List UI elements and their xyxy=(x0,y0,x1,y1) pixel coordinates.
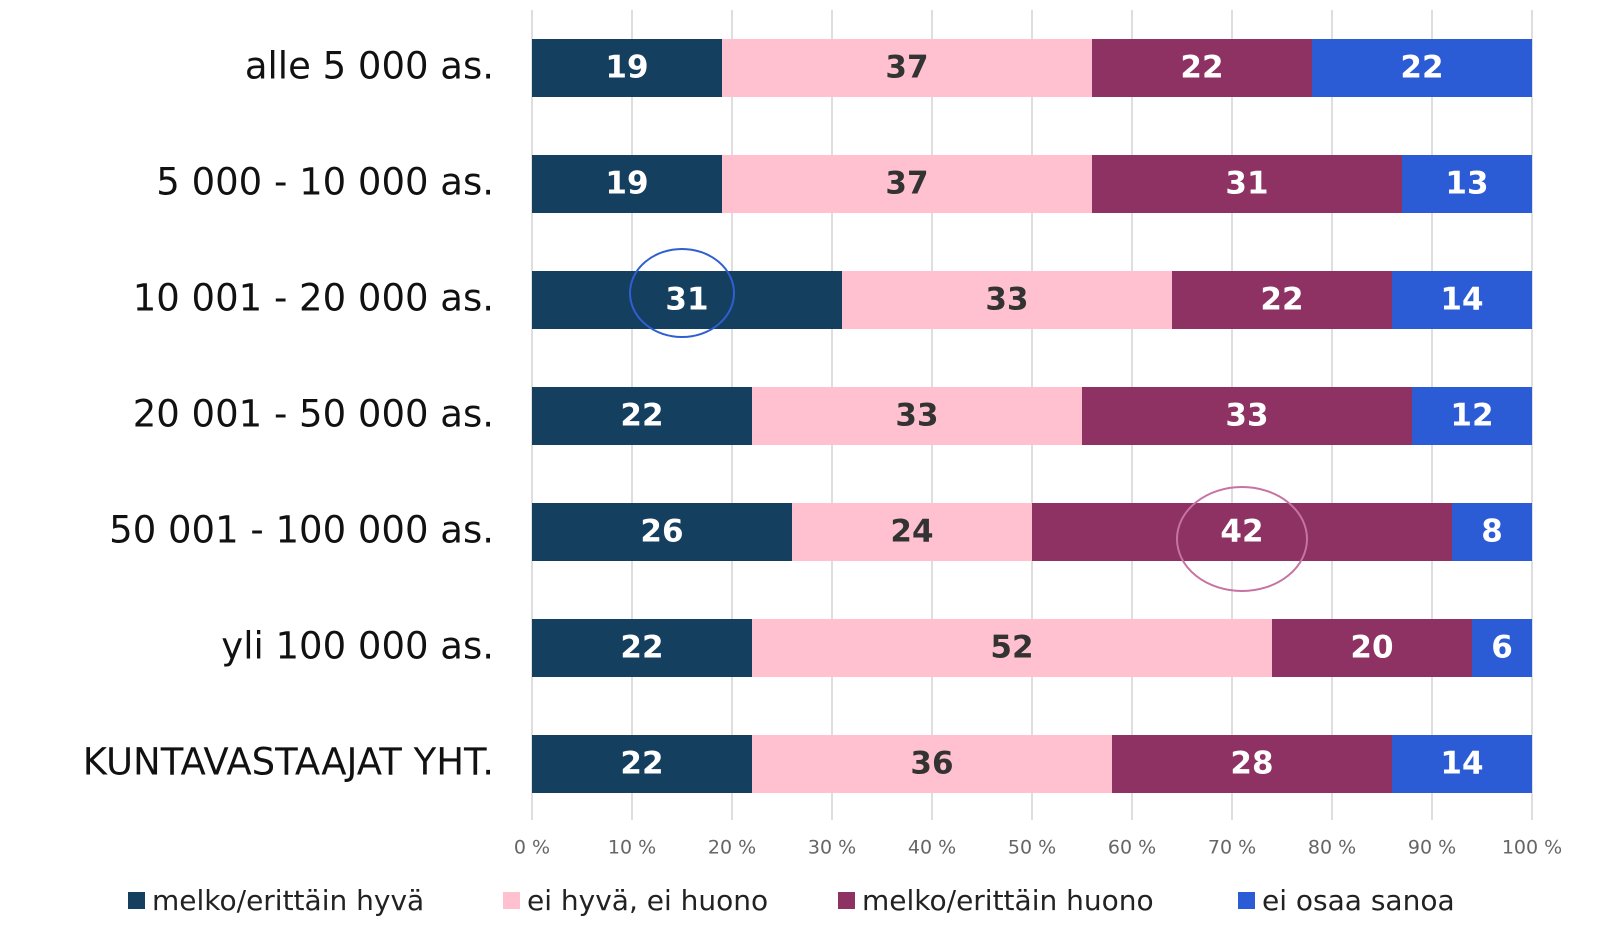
data-label: 42 xyxy=(1220,514,1263,550)
x-tick-label: 40 % xyxy=(908,837,956,859)
highlight-circle xyxy=(629,248,735,338)
bar-segment xyxy=(1092,155,1402,213)
data-label: 33 xyxy=(985,282,1028,318)
bar-segment xyxy=(1312,39,1532,97)
data-label: 26 xyxy=(640,514,683,550)
legend-swatch xyxy=(128,892,145,909)
x-tick-label: 60 % xyxy=(1108,837,1156,859)
data-label: 22 xyxy=(620,746,663,782)
data-label: 36 xyxy=(910,746,953,782)
bar-segment xyxy=(532,503,792,561)
bar-segment xyxy=(532,387,752,445)
bar-segment xyxy=(1082,387,1412,445)
data-label: 19 xyxy=(605,166,648,202)
data-label: 22 xyxy=(620,398,663,434)
data-label: 31 xyxy=(665,282,708,318)
x-tick-label: 20 % xyxy=(708,837,756,859)
x-tick-label: 80 % xyxy=(1308,837,1356,859)
x-tick-label: 10 % xyxy=(608,837,656,859)
data-label: 52 xyxy=(990,630,1033,666)
data-label: 13 xyxy=(1445,166,1488,202)
x-tick-label: 0 % xyxy=(514,837,550,859)
bar-segment xyxy=(752,619,1272,677)
data-label: 33 xyxy=(1225,398,1268,434)
data-label: 19 xyxy=(605,50,648,86)
legend-label: ei hyvä, ei huono xyxy=(527,884,768,917)
data-label: 22 xyxy=(620,630,663,666)
bar-segment xyxy=(1172,271,1392,329)
data-label: 24 xyxy=(890,514,933,550)
data-label: 6 xyxy=(1491,630,1513,666)
category-label: KUNTAVASTAAJAT YHT. xyxy=(83,741,494,784)
data-label: 22 xyxy=(1180,50,1223,86)
data-label: 31 xyxy=(1225,166,1268,202)
category-label: 5 000 - 10 000 as. xyxy=(156,161,494,204)
bar-segment xyxy=(1472,619,1532,677)
legend-label: melko/erittäin huono xyxy=(862,884,1154,917)
bar-segment xyxy=(1452,503,1532,561)
bar-segment xyxy=(1412,387,1532,445)
highlight-circle xyxy=(1176,486,1308,592)
bar-segment xyxy=(1392,735,1532,793)
bars xyxy=(532,39,1532,793)
bar-segment xyxy=(722,155,1092,213)
bar-segment xyxy=(722,39,1092,97)
category-label: 50 001 - 100 000 as. xyxy=(109,509,494,552)
bar-segment xyxy=(532,271,842,329)
x-tick-label: 30 % xyxy=(808,837,856,859)
bar-segment xyxy=(532,155,722,213)
data-label: 8 xyxy=(1481,514,1503,550)
data-label: 14 xyxy=(1440,746,1483,782)
data-label: 22 xyxy=(1260,282,1303,318)
legend-swatch xyxy=(1238,892,1255,909)
legend-swatch xyxy=(503,892,520,909)
bar-segment xyxy=(532,39,722,97)
bar-segment xyxy=(1402,155,1532,213)
category-label: 10 001 - 20 000 as. xyxy=(133,277,494,320)
bar-segment xyxy=(752,735,1112,793)
data-label: 20 xyxy=(1350,630,1393,666)
bar-segment xyxy=(842,271,1172,329)
category-label: alle 5 000 as. xyxy=(245,45,494,88)
category-label: yli 100 000 as. xyxy=(221,625,494,668)
bar-segment xyxy=(1092,39,1312,97)
legend-label: melko/erittäin hyvä xyxy=(152,884,424,917)
legend-label: ei osaa sanoa xyxy=(1262,884,1455,917)
data-label: 33 xyxy=(895,398,938,434)
bar-segment xyxy=(752,387,1082,445)
bar-segment xyxy=(1112,735,1392,793)
data-label: 37 xyxy=(885,166,928,202)
data-label: 37 xyxy=(885,50,928,86)
bar-segment xyxy=(1032,503,1452,561)
data-label: 14 xyxy=(1440,282,1483,318)
bar-segment xyxy=(1272,619,1472,677)
legend-swatch xyxy=(838,892,855,909)
category-label: 20 001 - 50 000 as. xyxy=(133,393,494,436)
data-label: 22 xyxy=(1400,50,1443,86)
x-tick-label: 100 % xyxy=(1502,837,1562,859)
x-tick-label: 50 % xyxy=(1008,837,1056,859)
bar-segment xyxy=(792,503,1032,561)
bar-segment xyxy=(1392,271,1532,329)
x-tick-label: 70 % xyxy=(1208,837,1256,859)
data-label: 12 xyxy=(1450,398,1493,434)
bar-segment xyxy=(532,619,752,677)
data-label: 28 xyxy=(1230,746,1273,782)
x-tick-label: 90 % xyxy=(1408,837,1456,859)
bar-segment xyxy=(532,735,752,793)
